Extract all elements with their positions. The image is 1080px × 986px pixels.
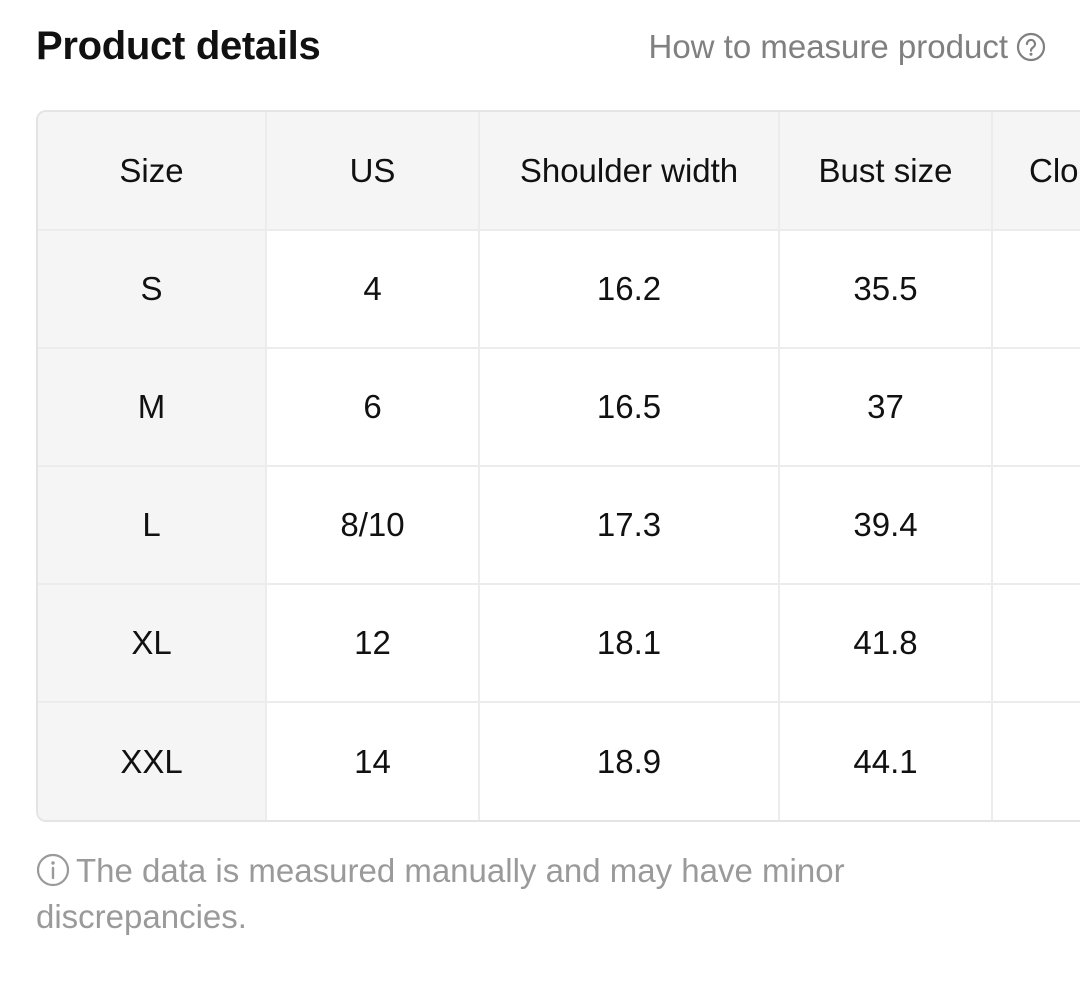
us-cell: 12	[266, 584, 480, 703]
us-cell: 6	[266, 348, 480, 467]
how-to-measure-label: How to measure product	[648, 28, 1008, 65]
us-cell: 4	[266, 230, 480, 349]
shoulder-width-cell: 18.1	[479, 584, 780, 703]
size-cell: M	[38, 348, 267, 467]
how-to-measure-link[interactable]: How to measure product	[648, 28, 1046, 66]
size-cell: XXL	[38, 702, 267, 820]
column-header-shoulder-width: Shoulder width	[479, 112, 780, 231]
table-row: S 4 16.2 35.5	[38, 230, 1080, 349]
clothing-length-cell	[992, 466, 1080, 585]
bust-size-cell: 39.4	[779, 466, 993, 585]
column-header-bust-size: Bust size	[779, 112, 993, 231]
table-row: XXL 14 18.9 44.1	[38, 702, 1080, 820]
clothing-length-cell	[992, 348, 1080, 467]
us-cell: 8/10	[266, 466, 480, 585]
shoulder-width-cell: 18.9	[479, 702, 780, 820]
table-row: M 6 16.5 37	[38, 348, 1080, 467]
shoulder-width-cell: 16.2	[479, 230, 780, 349]
product-details-header: Product details How to measure product	[36, 20, 1046, 72]
column-header-size: Size	[38, 112, 267, 231]
disclaimer-text: The data is measured manually and may ha…	[36, 852, 845, 935]
size-chart-table-container[interactable]: Size US Shoulder width Bust size Clo S 4…	[36, 110, 1080, 822]
table-row: XL 12 18.1 41.8	[38, 584, 1080, 703]
us-cell: 14	[266, 702, 480, 820]
table-header-row: Size US Shoulder width Bust size Clo	[38, 112, 1080, 231]
measurement-disclaimer: The data is measured manually and may ha…	[36, 848, 936, 940]
bust-size-cell: 44.1	[779, 702, 993, 820]
size-cell: L	[38, 466, 267, 585]
page-title: Product details	[36, 24, 321, 68]
clothing-length-cell	[992, 702, 1080, 820]
clothing-length-cell	[992, 230, 1080, 349]
column-header-clothing-length: Clo	[992, 112, 1080, 231]
column-header-us: US	[266, 112, 480, 231]
question-circle-icon[interactable]	[1016, 32, 1046, 62]
bust-size-cell: 37	[779, 348, 993, 467]
info-circle-icon	[36, 853, 70, 887]
bust-size-cell: 35.5	[779, 230, 993, 349]
size-cell: XL	[38, 584, 267, 703]
size-cell: S	[38, 230, 267, 349]
size-chart-table: Size US Shoulder width Bust size Clo S 4…	[38, 112, 1080, 820]
bust-size-cell: 41.8	[779, 584, 993, 703]
clothing-length-cell	[992, 584, 1080, 703]
shoulder-width-cell: 17.3	[479, 466, 780, 585]
shoulder-width-cell: 16.5	[479, 348, 780, 467]
table-row: L 8/10 17.3 39.4	[38, 466, 1080, 585]
